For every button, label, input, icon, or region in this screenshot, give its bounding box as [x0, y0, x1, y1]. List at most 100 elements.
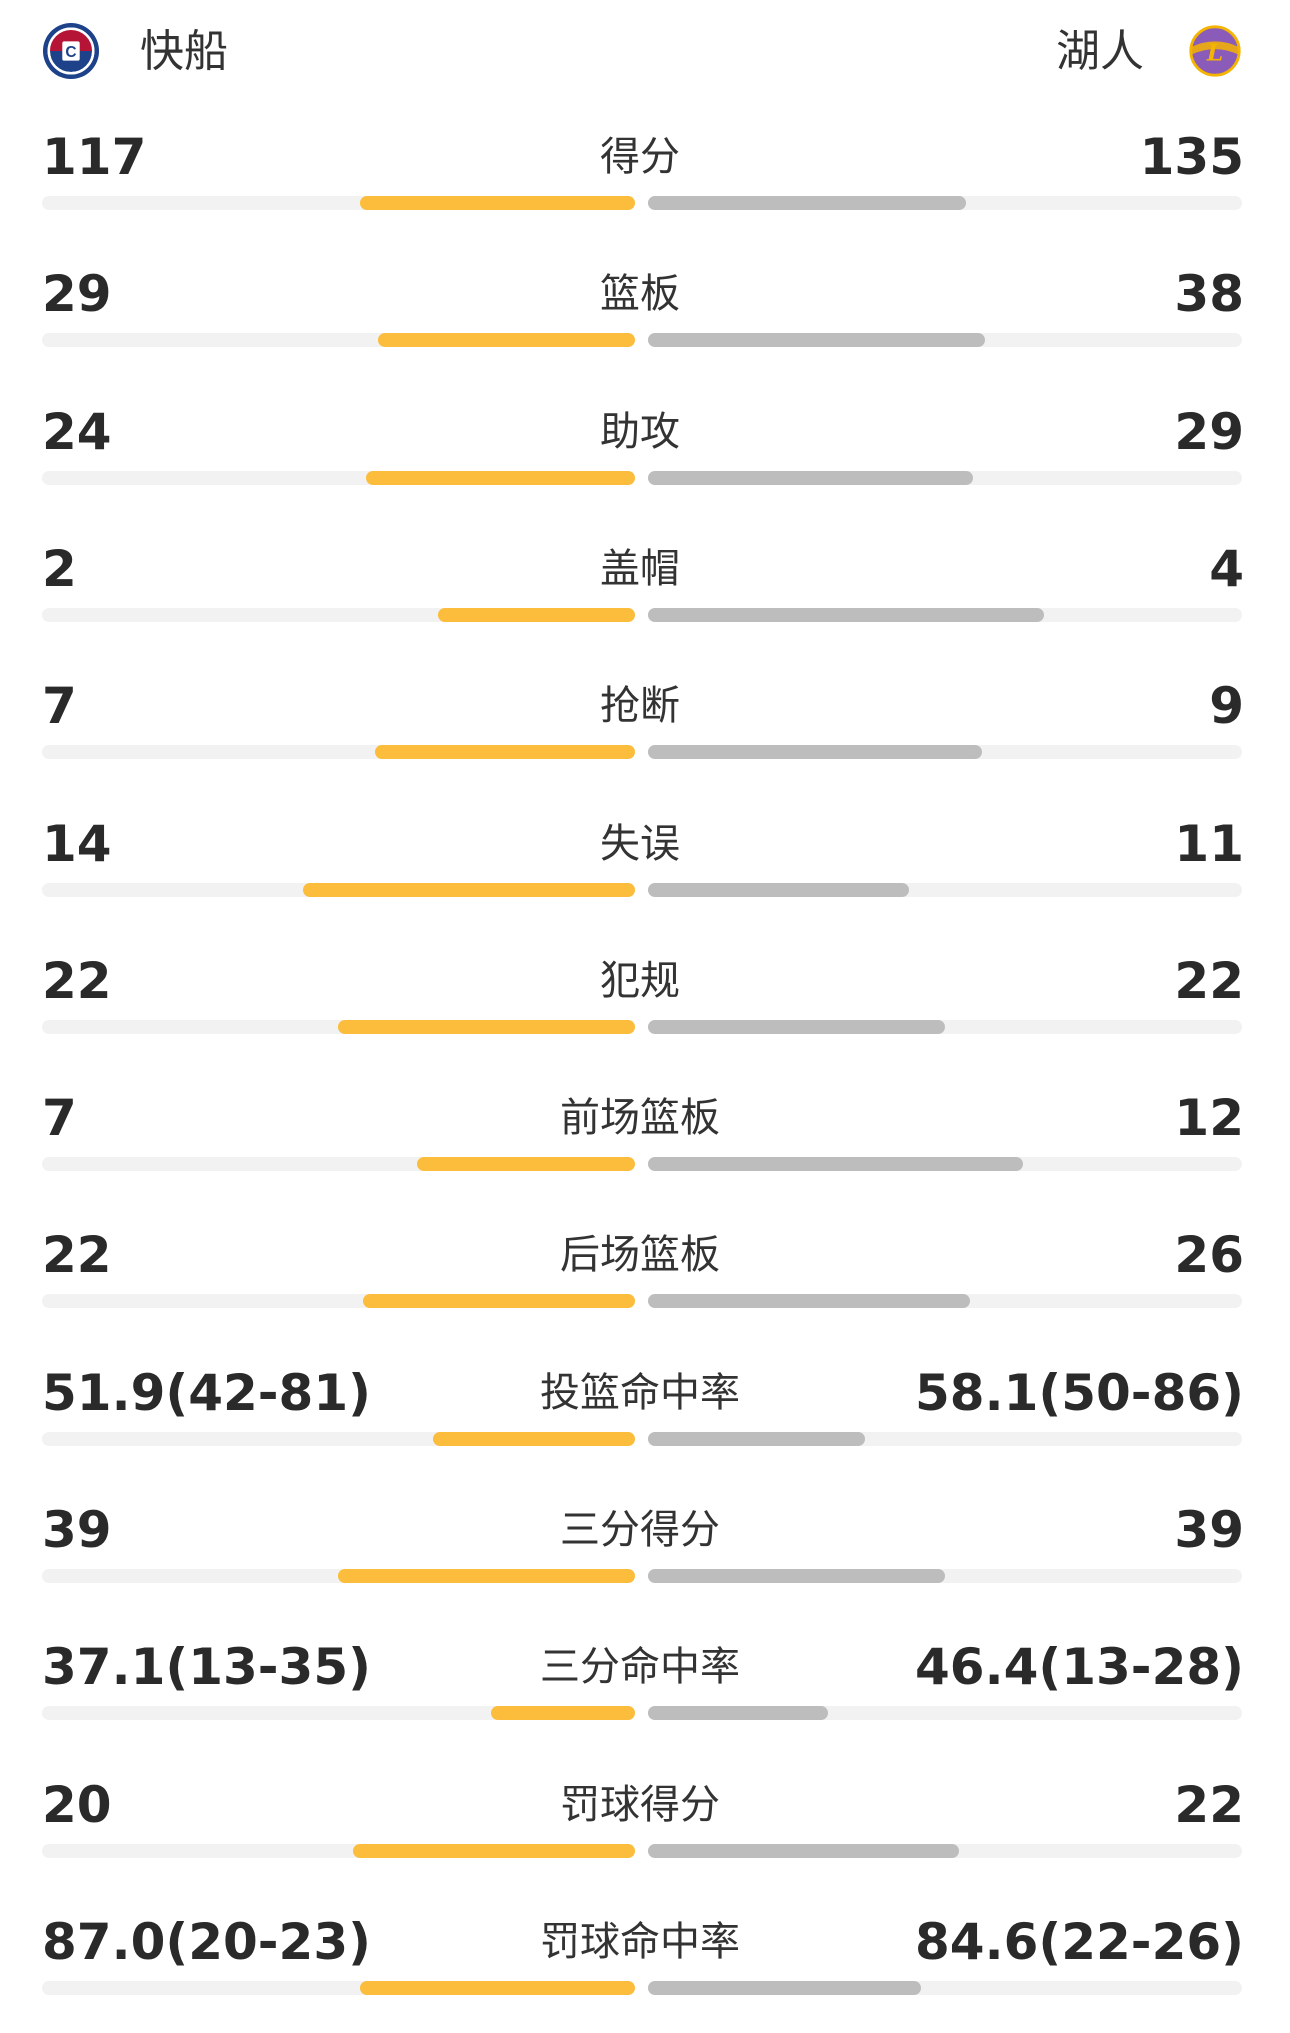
clippers-logo-icon[interactable]: C: [42, 22, 100, 80]
away-bar-track: [648, 1294, 1242, 1309]
away-stat-bar: [648, 882, 909, 897]
away-stat-bar: [648, 1569, 945, 1583]
stat-label: 盖帽: [600, 545, 680, 592]
svg-text:C: C: [65, 44, 76, 61]
home-stat-value: 24: [42, 402, 112, 461]
home-stat-value: 117: [42, 128, 147, 186]
away-stat-bar: [648, 1157, 1023, 1172]
stat-label: 罚球得分: [560, 1781, 720, 1828]
away-stat-value: 4: [1209, 539, 1244, 598]
home-stat-bar: [338, 1019, 635, 1034]
home-stat-bar: [375, 745, 635, 760]
home-stat-value: 51.9(42-81): [42, 1363, 371, 1422]
away-stat-value: 26: [1174, 1226, 1244, 1285]
away-team-name[interactable]: 湖人: [1056, 26, 1144, 77]
home-bar-track: [42, 1706, 635, 1721]
away-stat-value: 135: [1139, 128, 1244, 186]
stat-row: 87.0(20-23) 罚球命中率 84.6(22-26): [0, 1890, 1290, 2027]
home-stat-bar: [491, 1706, 635, 1721]
home-bar-track: [42, 607, 635, 622]
stat-label: 投篮命中率: [540, 1369, 740, 1416]
stat-row: 20 罚球得分 22: [0, 1753, 1290, 1890]
away-bar-track: [648, 1980, 1242, 1995]
stat-label: 失误: [600, 820, 680, 867]
away-bar-track: [648, 1019, 1242, 1034]
away-stat-bar: [648, 1980, 921, 1995]
home-stat-bar: [378, 333, 635, 348]
stat-label: 三分得分: [560, 1507, 720, 1553]
home-bar-track: [42, 1019, 635, 1034]
stat-row: 7 抢断 9: [0, 654, 1290, 791]
away-stat-bar: [648, 1706, 828, 1721]
svg-text:L: L: [1206, 40, 1223, 67]
away-stat-value: 46.4(13-28): [915, 1638, 1244, 1697]
away-bar-track: [648, 196, 1242, 210]
stat-row: 22 犯规 22: [0, 929, 1290, 1066]
stat-row: 37.1(13-35) 三分命中率 46.4(13-28): [0, 1615, 1290, 1752]
stat-row: 7 前场篮板 12: [0, 1066, 1290, 1203]
stat-row: 117 得分 135: [0, 105, 1290, 242]
stat-label: 罚球命中率: [540, 1918, 740, 1965]
away-bar-track: [648, 1706, 1242, 1721]
home-bar-track: [42, 882, 635, 897]
home-stat-bar: [353, 1843, 635, 1858]
stat-row: 39 三分得分 39: [0, 1478, 1290, 1615]
away-bar-track: [648, 745, 1242, 760]
away-bar-track: [648, 333, 1242, 348]
home-stat-value: 7: [42, 1089, 77, 1148]
away-bar-track: [648, 1569, 1242, 1583]
home-stat-value: 37.1(13-35): [42, 1638, 371, 1697]
home-stat-value: 20: [42, 1775, 112, 1834]
home-stat-value: 7: [42, 677, 77, 736]
stat-label: 助攻: [600, 408, 680, 455]
home-bar-track: [42, 1431, 635, 1446]
home-stat-bar: [360, 1980, 635, 1995]
away-bar-track: [648, 1431, 1242, 1446]
home-bar-track: [42, 1157, 635, 1172]
stat-row: 51.9(42-81) 投篮命中率 58.1(50-86): [0, 1341, 1290, 1478]
stat-label: 得分: [600, 134, 680, 180]
home-bar-track: [42, 1294, 635, 1309]
home-stat-value: 22: [42, 1226, 112, 1285]
home-stat-value: 22: [42, 951, 112, 1010]
stat-row: 29 篮板 38: [0, 242, 1290, 379]
away-stat-bar: [648, 1294, 970, 1309]
home-stat-value: 2: [42, 539, 77, 598]
stat-label: 篮板: [600, 271, 680, 318]
stat-label: 三分命中率: [540, 1644, 740, 1691]
home-stat-value: 87.0(20-23): [42, 1912, 371, 1971]
home-team-name[interactable]: 快船: [140, 26, 228, 77]
home-bar-track: [42, 1843, 635, 1858]
away-stat-value: 29: [1174, 402, 1244, 461]
home-bar-track: [42, 196, 635, 210]
away-bar-track: [648, 1157, 1242, 1172]
stat-label: 犯规: [600, 957, 680, 1004]
away-stat-value: 12: [1174, 1089, 1244, 1148]
stat-row: 22 后场篮板 26: [0, 1203, 1290, 1340]
away-stat-bar: [648, 1843, 959, 1858]
stat-row: 14 失误 11: [0, 792, 1290, 929]
home-stat-bar: [417, 1157, 635, 1172]
stat-label: 前场篮板: [560, 1095, 720, 1142]
home-stat-bar: [338, 1569, 635, 1583]
home-bar-track: [42, 745, 635, 760]
away-bar-track: [648, 470, 1242, 485]
home-stat-bar: [363, 1294, 635, 1309]
stat-label: 后场篮板: [560, 1232, 720, 1279]
home-stat-value: 29: [42, 265, 112, 324]
away-stat-value: 58.1(50-86): [915, 1363, 1244, 1422]
home-stat-bar: [360, 196, 635, 210]
away-stat-value: 22: [1174, 951, 1244, 1010]
stat-row: 24 助攻 29: [0, 380, 1290, 517]
away-stat-value: 39: [1174, 1501, 1244, 1559]
match-header: C 快船 湖人 L: [0, 0, 1290, 105]
home-stat-bar: [366, 470, 635, 485]
stat-row: 2 盖帽 4: [0, 517, 1290, 654]
away-stat-value: 84.6(22-26): [915, 1912, 1244, 1971]
away-stat-value: 11: [1174, 814, 1244, 873]
away-stat-bar: [648, 607, 1044, 622]
away-stat-bar: [648, 333, 985, 348]
away-stat-bar: [648, 196, 966, 210]
lakers-logo-icon[interactable]: L: [1186, 22, 1244, 80]
away-stat-bar: [648, 470, 973, 485]
